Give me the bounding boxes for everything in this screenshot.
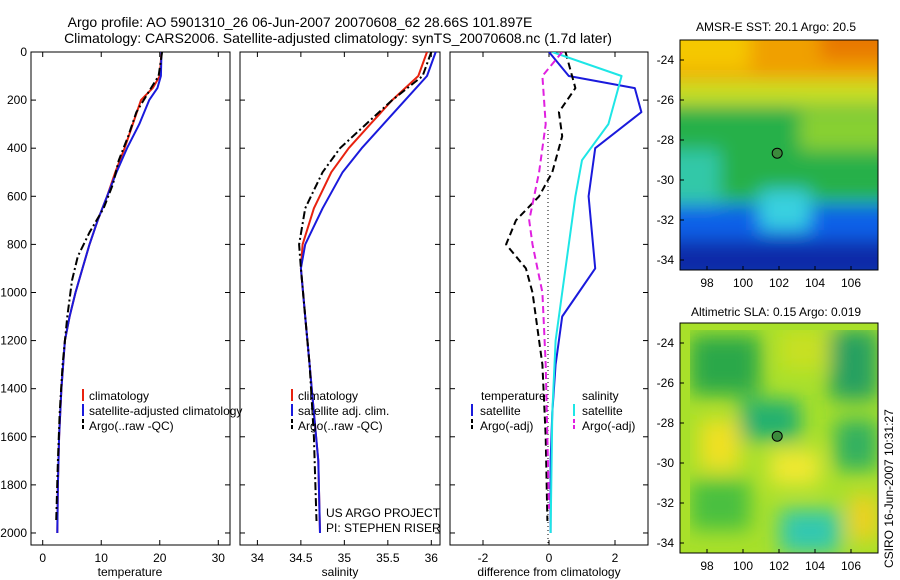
temp-legend-label: climatology: [89, 389, 149, 403]
sal-legend-label: climatology: [298, 389, 358, 403]
salinity-xlabel: salinity: [322, 565, 359, 579]
difference-legend-label: Argo(-adj): [480, 419, 533, 433]
sla-ytick-label: -30: [657, 456, 675, 470]
sst-map-panel: AMSR-E SST: 20.1 Argo: 20.5 98 100 102 104 1…: [657, 20, 879, 290]
temp-legend-label: satellite-adjusted climatology: [89, 404, 242, 418]
difference-legend-label: satellite: [480, 404, 521, 418]
sal-series-argo-raw-qc-line: [298, 52, 433, 522]
difference-panel: -2 0 2 difference from climatology tempera…: [449, 51, 649, 579]
sal-series-climatology-line: [299, 52, 428, 534]
sst-xtick-label: 104: [805, 276, 825, 290]
sal-legend-label: satellite adj. clim.: [298, 404, 389, 418]
sst-xtick-label: 98: [700, 276, 714, 290]
difference-legend-header: salinity: [582, 389, 619, 403]
diff-series-salinity-argo-adj-line: [528, 52, 563, 509]
sla-map-title: Altimetric SLA: 0.15 Argo: 0.019: [691, 305, 861, 319]
depth-ytick-label: 400: [7, 141, 27, 155]
sst-xtick-label: 106: [841, 276, 861, 290]
sla-ytick-label: -24: [657, 336, 675, 350]
temp-xtick-label: 10: [95, 551, 109, 565]
depth-ytick-label: 0: [20, 45, 27, 59]
depth-ytick-label: 1400: [0, 382, 27, 396]
difference-legend-header: temperature: [481, 389, 546, 403]
depth-ytick-label: 1000: [0, 285, 27, 299]
sal-xtick-label: 35: [338, 551, 352, 565]
credit-line1: US ARGO PROJECT: [326, 506, 441, 520]
figure-title-line2: Climatology: CARS2006. Satellite-adjuste…: [64, 30, 612, 46]
sla-argo-position-marker: [771, 430, 783, 442]
sst-xtick-label: 100: [733, 276, 753, 290]
depth-ytick-label: 200: [7, 93, 27, 107]
sst-ytick-label: -24: [657, 53, 675, 67]
sla-xtick-label: 106: [841, 559, 861, 573]
diff-xtick-label: 2: [612, 551, 619, 565]
sst-ytick-label: -28: [657, 133, 675, 147]
diff-series-salinity-satellite-line: [549, 52, 623, 534]
sst-ytick-label: -32: [657, 213, 675, 227]
sla-ytick-label: -28: [657, 416, 675, 430]
difference-legend: temperaturesatelliteArgo(-adj)salinitysa…: [471, 389, 635, 433]
sst-xtick-label: 102: [769, 276, 789, 290]
sst-argo-position-marker: [771, 147, 783, 159]
diff-xtick-label: 0: [546, 551, 553, 565]
diff-xtick-label: -2: [478, 551, 489, 565]
side-stamp: CSIRO 16-Jun-2007 10:31:27: [882, 409, 896, 568]
sla-ytick-label: -34: [657, 536, 675, 550]
temp-series-argo-raw-qc-line: [55, 52, 164, 522]
sla-ytick-label: -26: [657, 376, 675, 390]
sst-ytick-label: -34: [657, 253, 675, 267]
sal-xtick-label: 34.5: [289, 551, 313, 565]
sal-xtick-label: 36: [425, 551, 439, 565]
salinity-panel: 34 34.5 35 35.5 36 salinity climatologysatel…: [239, 51, 441, 579]
figure-title-line1: Argo profile: AO 5901310_26 06-Jun-2007 …: [68, 14, 533, 30]
temp-series-climatology-line: [56, 52, 163, 534]
salinity-axes-frame: [239, 51, 441, 546]
temp-xtick-label: 0: [39, 551, 46, 565]
sal-series-satellite-adj-clim-line: [299, 52, 437, 534]
depth-ytick-label: 2000: [0, 526, 27, 540]
depth-ytick-label: 1800: [0, 478, 27, 492]
sal-legend-label: Argo(..raw -QC): [298, 419, 383, 433]
temp-xtick-label: 20: [153, 551, 167, 565]
diff-series-temperature-argo-adj-line: [505, 52, 577, 522]
sst-map-title: AMSR-E SST: 20.1 Argo: 20.5: [696, 20, 856, 34]
sal-xtick-label: 34: [251, 551, 265, 565]
sla-xtick-label: 102: [769, 559, 789, 573]
temperature-axes-frame: [30, 51, 231, 546]
temperature-xlabel: temperature: [98, 565, 163, 579]
temp-series-satellite-adjusted-climatology-line: [56, 52, 163, 534]
depth-ytick-label: 1600: [0, 430, 27, 444]
sst-ytick-label: -26: [657, 93, 675, 107]
depth-ytick-label: 1200: [0, 334, 27, 348]
difference-legend-label: satellite: [582, 404, 623, 418]
depth-ytick-label: 800: [7, 237, 27, 251]
difference-legend-label: Argo(-adj): [582, 419, 635, 433]
sla-xtick-label: 100: [733, 559, 753, 573]
sla-xtick-label: 98: [700, 559, 714, 573]
sst-ytick-label: -30: [657, 173, 675, 187]
sla-ytick-label: -32: [657, 496, 675, 510]
sla-xtick-label: 104: [805, 559, 825, 573]
temp-xtick-label: 30: [212, 551, 226, 565]
temp-legend-label: Argo(..raw -QC): [89, 419, 174, 433]
depth-ytick-label: 600: [7, 189, 27, 203]
sal-xtick-label: 35.5: [376, 551, 400, 565]
credit-line2: PI: STEPHEN RISER: [326, 521, 441, 535]
sst-heatmap: [680, 40, 878, 270]
temperature-panel: 0 10 20 30 0 200 400 600 800 1000 1200 1400 1600 1800…: [0, 45, 242, 579]
difference-xlabel: difference from climatology: [477, 565, 620, 579]
sla-map-panel: Altimetric SLA: 0.15 Argo: 0.019 98 100 10…: [657, 305, 879, 573]
